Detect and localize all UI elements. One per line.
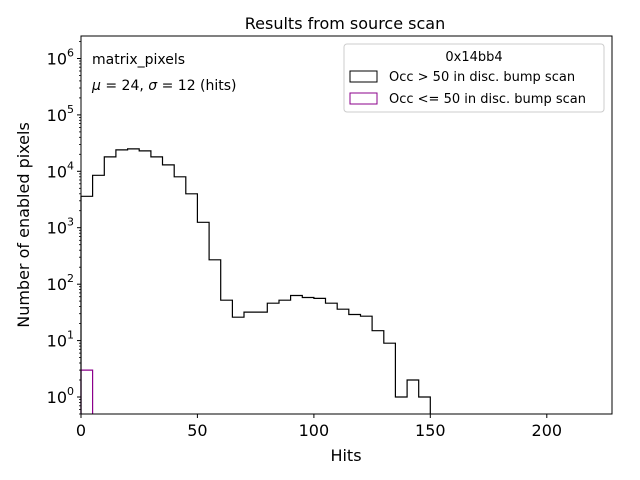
- legend-label-occ-le-50: Occ <= 50 in disc. bump scan: [389, 92, 586, 107]
- legend: 0x14bb4 Occ > 50 in disc. bump scan Occ …: [343, 43, 605, 113]
- plot-frame: [80, 35, 613, 415]
- y-tick-label: 100: [47, 385, 74, 407]
- y-tick-label: 105: [47, 103, 74, 125]
- y-axis-ticks: 100 101 102 103 104 105 106: [47, 41, 81, 415]
- sigma-value: = 12 (hits): [157, 78, 236, 94]
- y-tick-label: 101: [47, 329, 74, 351]
- legend-frame: [343, 43, 605, 113]
- mu-value: = 24,: [101, 78, 148, 94]
- x-tick-label: 200: [532, 421, 563, 440]
- x-tick-label: 150: [415, 421, 446, 440]
- chart-title: Results from source scan: [245, 14, 445, 33]
- x-axis-ticks: 0 50 100 150 200: [76, 414, 562, 440]
- y-tick-label: 103: [47, 216, 74, 238]
- histogram-stats: μ = 24, σ = 12 (hits): [91, 78, 237, 94]
- histogram-name: matrix_pixels: [92, 52, 185, 68]
- x-tick-label: 100: [299, 421, 330, 440]
- y-tick-label: 104: [47, 159, 74, 181]
- mu-symbol: μ: [91, 78, 101, 94]
- series-1-step-line: [80, 369, 94, 414]
- legend-swatch-occ-gt-50: [349, 70, 378, 83]
- legend-label-occ-gt-50: Occ > 50 in disc. bump scan: [389, 70, 575, 85]
- legend-swatch-occ-le-50: [349, 92, 378, 105]
- series-0-step-line: [80, 148, 431, 414]
- x-axis-label: Hits: [330, 446, 361, 465]
- x-tick-label: 0: [76, 421, 86, 440]
- sigma-symbol: σ: [148, 78, 158, 94]
- legend-title: 0x14bb4: [445, 50, 502, 65]
- plot-series: [80, 148, 431, 414]
- y-tick-label: 102: [47, 272, 74, 294]
- x-tick-label: 50: [187, 421, 207, 440]
- y-tick-label: 106: [47, 47, 74, 69]
- y-axis-label: Number of enabled pixels: [14, 122, 33, 328]
